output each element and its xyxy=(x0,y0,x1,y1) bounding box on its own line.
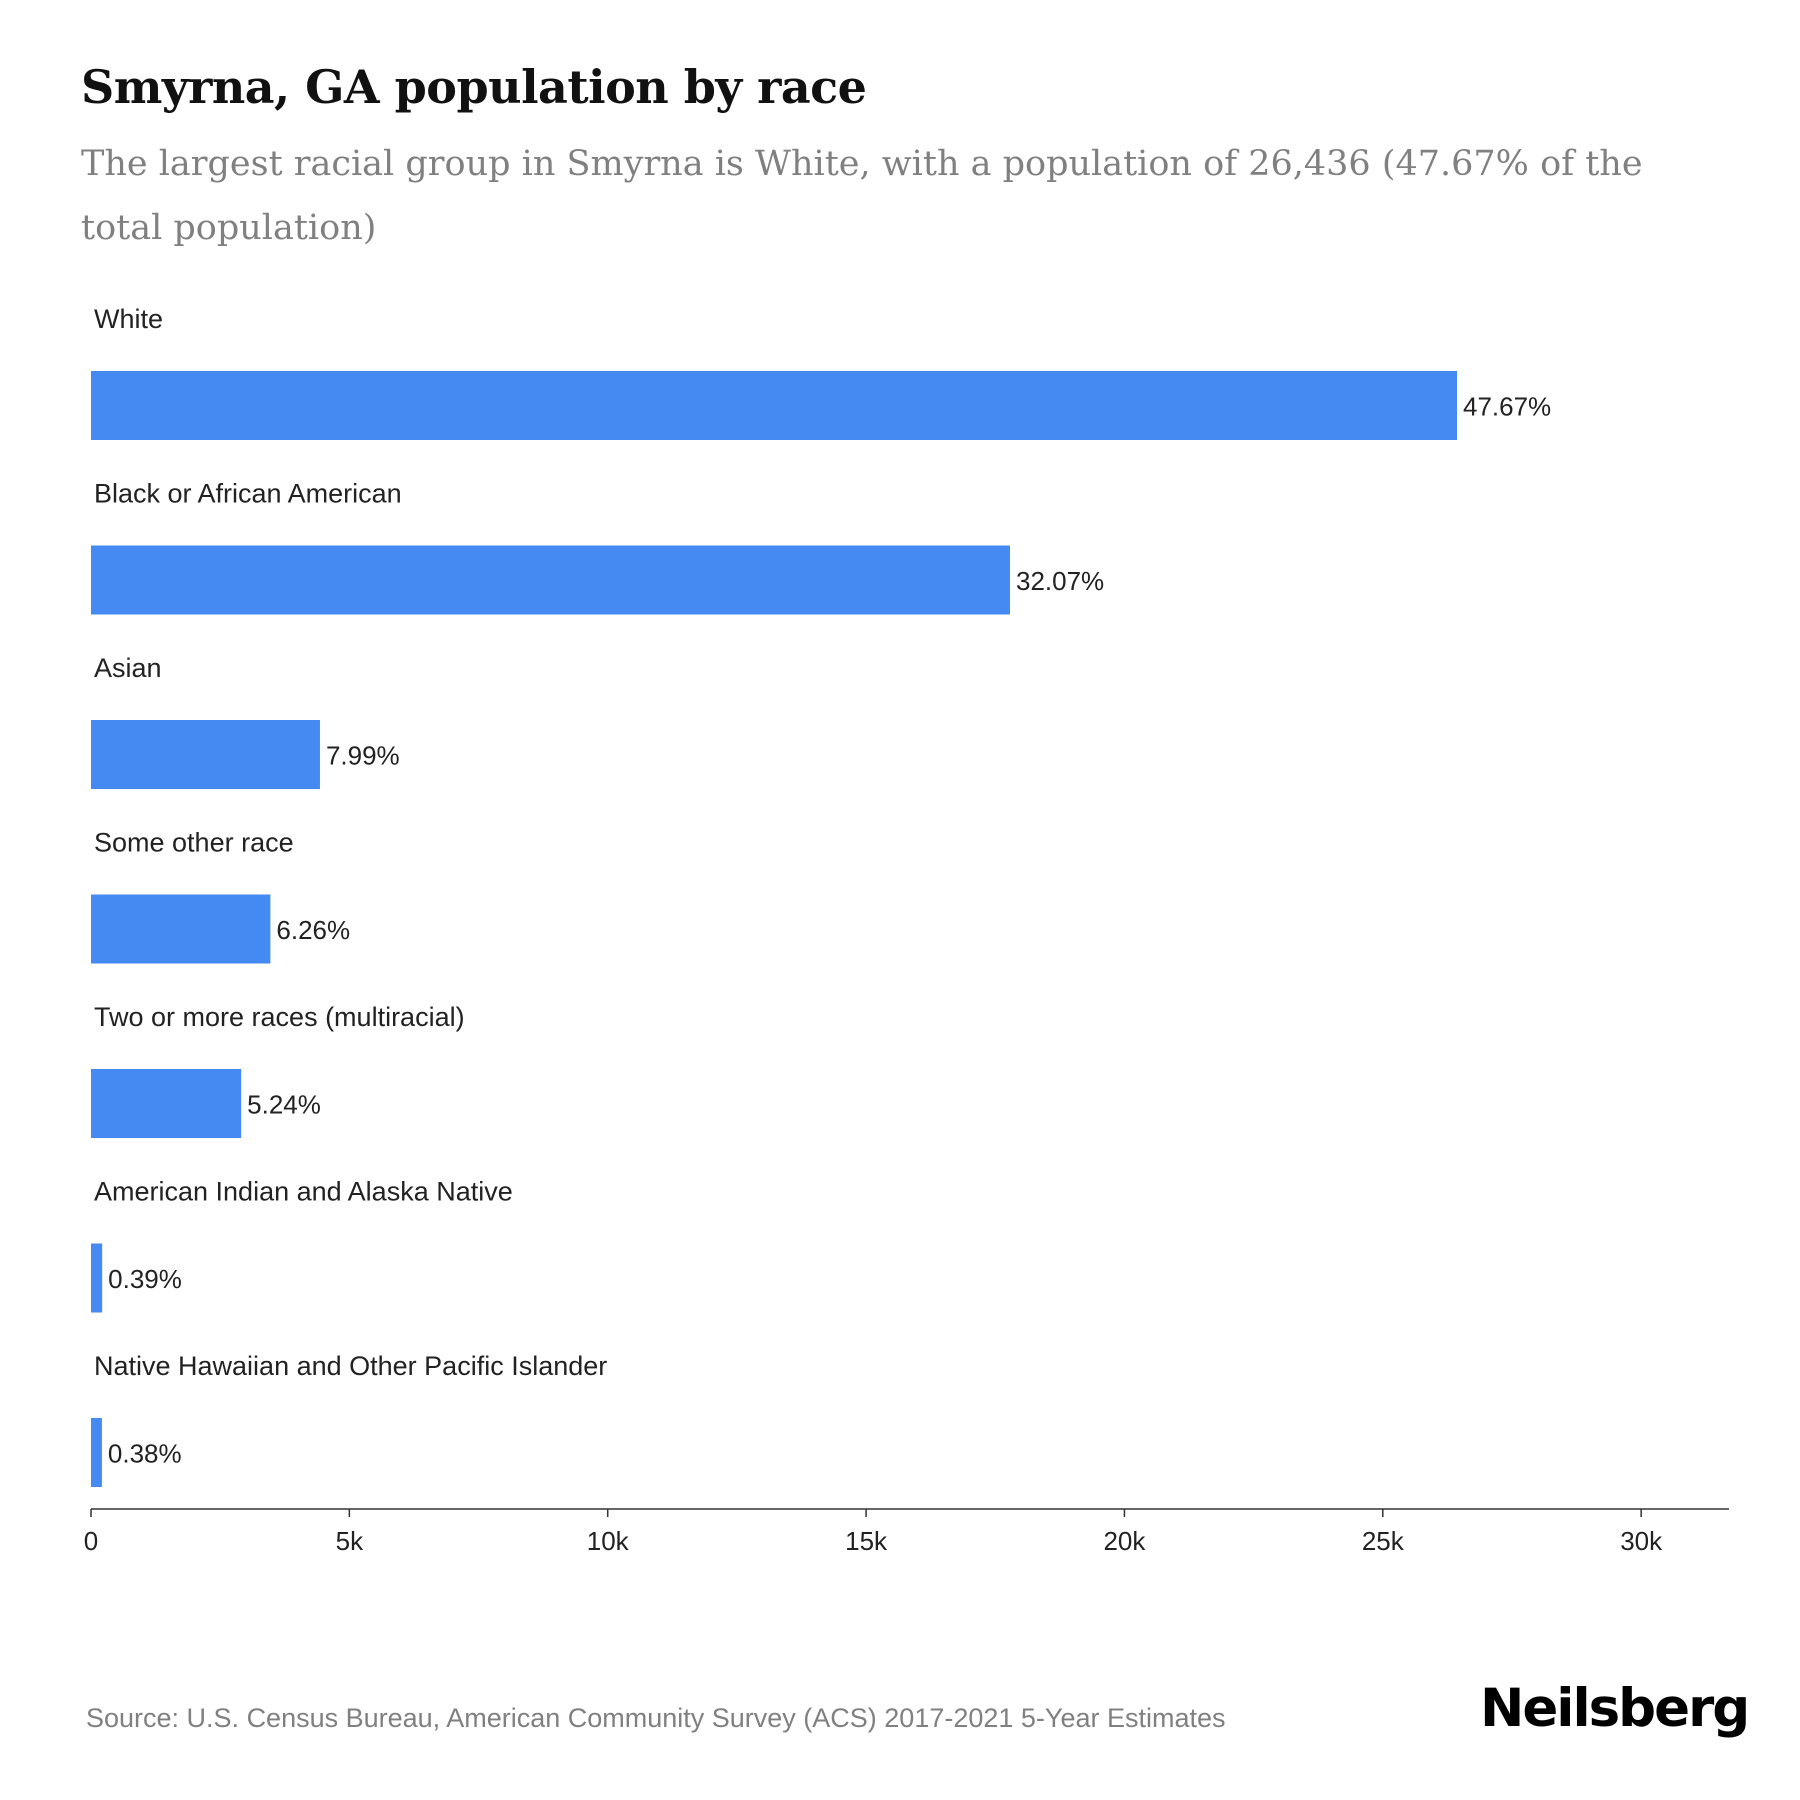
bar xyxy=(91,1418,102,1487)
data-label: 5.24% xyxy=(247,1090,321,1120)
bar-group: Asian 7.99% xyxy=(91,653,400,789)
bar xyxy=(91,1069,242,1138)
data-label: 47.67% xyxy=(1463,392,1551,422)
data-label: 7.99% xyxy=(326,741,400,771)
bar xyxy=(91,894,271,964)
data-label: 0.39% xyxy=(108,1264,182,1294)
bar xyxy=(91,545,1010,615)
category-label: Native Hawaiian and Other Pacific Island… xyxy=(94,1351,607,1381)
bars-layer: White 47.67% Black or African American 32.0… xyxy=(91,304,1551,1487)
chart-subtitle: The largest racial group in Smyrna is Wh… xyxy=(81,144,1643,248)
bar-group: Some other race 6.26% xyxy=(91,828,350,964)
x-tick-label: 15k xyxy=(845,1526,888,1556)
x-axis: 0 5k 10k 15k 20k 25k 30k xyxy=(84,1509,1663,1556)
x-tick-label: 10k xyxy=(587,1526,630,1556)
data-label: 6.26% xyxy=(276,915,350,945)
category-label: White xyxy=(94,304,163,334)
x-tick-label: 25k xyxy=(1362,1526,1405,1556)
category-label: Two or more races (multiracial) xyxy=(94,1002,465,1032)
bar-group: Native Hawaiian and Other Pacific Island… xyxy=(91,1351,607,1487)
bar-group: White 47.67% xyxy=(91,304,1551,440)
x-tick-label: 30k xyxy=(1620,1526,1663,1556)
data-label: 0.38% xyxy=(108,1439,182,1469)
bar-group: Two or more races (multiracial) 5.24% xyxy=(91,1002,465,1138)
category-label: Black or African American xyxy=(94,479,402,509)
data-label: 32.07% xyxy=(1016,566,1104,596)
brand-logo: Neilsberg xyxy=(1480,1678,1750,1739)
source-note: Source: U.S. Census Bureau, American Com… xyxy=(86,1703,1226,1733)
bar xyxy=(91,371,1457,440)
category-label: American Indian and Alaska Native xyxy=(94,1177,513,1207)
category-label: Some other race xyxy=(94,828,294,858)
chart-title: Smyrna, GA population by race xyxy=(81,60,867,114)
bar-group: Black or African American 32.07% xyxy=(91,479,1104,615)
x-tick-label: 20k xyxy=(1103,1526,1146,1556)
bar xyxy=(91,1243,103,1313)
x-tick-label: 0 xyxy=(84,1526,98,1556)
category-label: Asian xyxy=(94,653,162,683)
bar-group: American Indian and Alaska Native 0.39% xyxy=(91,1177,513,1313)
bar xyxy=(91,720,320,789)
x-tick-label: 5k xyxy=(336,1526,364,1556)
